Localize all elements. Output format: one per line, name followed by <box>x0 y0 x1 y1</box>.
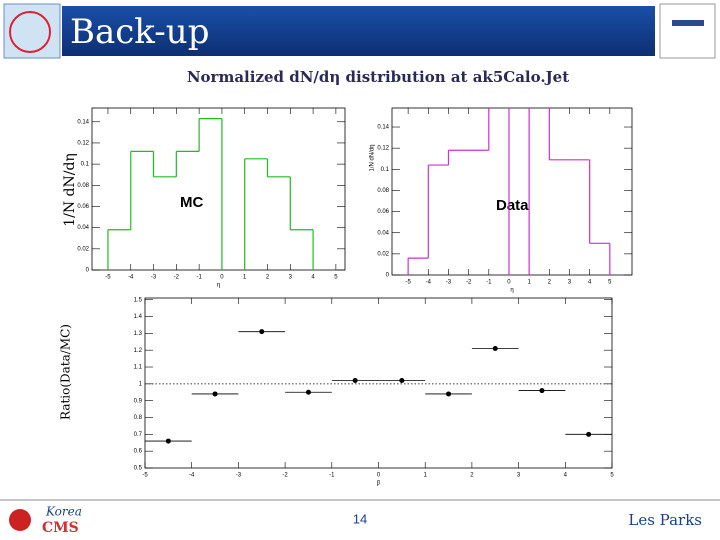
x-tick-label: 1 <box>424 473 428 479</box>
x-tick-label: -1 <box>196 275 202 281</box>
plot-marks <box>145 329 612 444</box>
x-tick-label: 3 <box>517 473 521 479</box>
x-tick-label: 3 <box>568 280 572 286</box>
x-tick-label: -1 <box>486 280 492 286</box>
slide-title: Back-up <box>70 12 209 52</box>
y-tick-label: 1 <box>139 381 143 387</box>
x-tick-label: -2 <box>174 275 180 281</box>
header-bar <box>62 6 655 56</box>
data-point <box>586 431 592 437</box>
data-point <box>492 345 498 351</box>
x-tick-label: -5 <box>405 280 411 286</box>
author: Les Parks <box>628 511 702 529</box>
y-tick-label: 0.9 <box>134 398 143 404</box>
logo-text: CMS <box>42 520 79 536</box>
plot-frame <box>391 107 633 276</box>
data-point <box>352 377 358 383</box>
y-axis-title: 1/N dN/dη <box>370 144 376 171</box>
x-tick-label: 0 <box>377 473 381 479</box>
data-point <box>212 391 218 397</box>
y-tick-label: 0.1 <box>81 162 90 168</box>
y-tick-label: 0.7 <box>134 432 143 438</box>
y-tick-label: 0.14 <box>77 119 89 125</box>
x-tick-label: 2 <box>470 473 474 479</box>
cms-logo-ring <box>9 11 51 53</box>
x-tick-label: 4 <box>311 275 315 281</box>
y-tick-label: 1.1 <box>134 365 143 371</box>
plot-frame <box>91 107 346 271</box>
y-tick-label: 1.3 <box>134 331 143 337</box>
subtitle: Normalized dN/dη distribution at ak5Calo… <box>187 68 569 86</box>
x-tick-label: -5 <box>105 275 111 281</box>
y-tick-label: 0.08 <box>377 188 389 194</box>
x-tick-label: -4 <box>189 473 195 479</box>
y-tick-label: 0.6 <box>134 449 143 455</box>
y-tick-label: 0.02 <box>377 251 389 257</box>
y-tick-label: 0 <box>86 268 90 274</box>
x-tick-label: -3 <box>236 473 242 479</box>
y-tick-label: 0.04 <box>377 230 389 236</box>
y-tick-label: 0.12 <box>377 146 389 152</box>
x-tick-label: 4 <box>588 280 592 286</box>
plot-marks <box>107 117 314 270</box>
y-tick-label: 0.12 <box>77 141 89 147</box>
y-tick-label: 0.14 <box>377 125 389 131</box>
y-tick-label: 0.02 <box>77 246 89 252</box>
x-tick-label: -2 <box>466 280 472 286</box>
chart-label: Data <box>496 197 529 214</box>
y-tick-label: 1.4 <box>134 314 143 320</box>
data-point <box>539 388 545 394</box>
page-number: 14 <box>353 511 367 526</box>
plot-marks <box>407 108 611 275</box>
data-point <box>259 329 265 335</box>
plot-frame <box>144 297 613 469</box>
x-tick-label: -3 <box>151 275 157 281</box>
x-tick-label: 1 <box>527 280 531 286</box>
y-tick-label: 0 <box>386 273 390 279</box>
y-tick-label: 0.08 <box>77 183 89 189</box>
y-tick-label: 0.8 <box>134 415 143 421</box>
y-axis-title: Ratio(Data/MC) <box>59 324 73 420</box>
x-tick-label: -4 <box>128 275 134 281</box>
x-tick-label: -2 <box>282 473 288 479</box>
x-tick-label: 0 <box>507 280 511 286</box>
x-tick-label: 4 <box>564 473 568 479</box>
x-tick-label: -1 <box>329 473 335 479</box>
data-point <box>399 377 405 383</box>
logo-text: Korea <box>45 505 82 519</box>
x-tick-label: 2 <box>266 275 270 281</box>
x-tick-label: 5 <box>610 473 614 479</box>
university-logo <box>659 3 716 59</box>
y-tick-label: 1.5 <box>134 297 143 303</box>
korea-cms-logo <box>9 509 31 531</box>
data-point <box>165 438 171 444</box>
data-point <box>305 389 311 395</box>
chart-label: MC <box>180 194 203 211</box>
y-tick-label: 0.06 <box>77 204 89 210</box>
data-point <box>446 391 452 397</box>
x-axis-title: η <box>217 283 220 289</box>
x-tick-label: 3 <box>289 275 293 281</box>
y-tick-label: 0.5 <box>134 466 143 472</box>
x-tick-label: 2 <box>548 280 552 286</box>
x-axis-title: β <box>377 481 381 487</box>
x-axis-title: η <box>510 288 513 294</box>
x-tick-label: -4 <box>426 280 432 286</box>
y-tick-label: 0.1 <box>381 167 390 173</box>
university-logo-mark <box>672 20 704 26</box>
x-tick-label: 1 <box>243 275 247 281</box>
y-tick-label: 1.2 <box>134 348 143 354</box>
x-tick-label: -3 <box>446 280 452 286</box>
y-axis-title: 1/N dN/dη <box>62 153 78 227</box>
x-tick-label: -5 <box>142 473 148 479</box>
y-tick-label: 0.04 <box>77 225 89 231</box>
y-tick-label: 0.06 <box>377 209 389 215</box>
x-tick-label: 0 <box>220 275 224 281</box>
x-tick-label: 5 <box>608 280 612 286</box>
x-tick-label: 5 <box>334 275 338 281</box>
